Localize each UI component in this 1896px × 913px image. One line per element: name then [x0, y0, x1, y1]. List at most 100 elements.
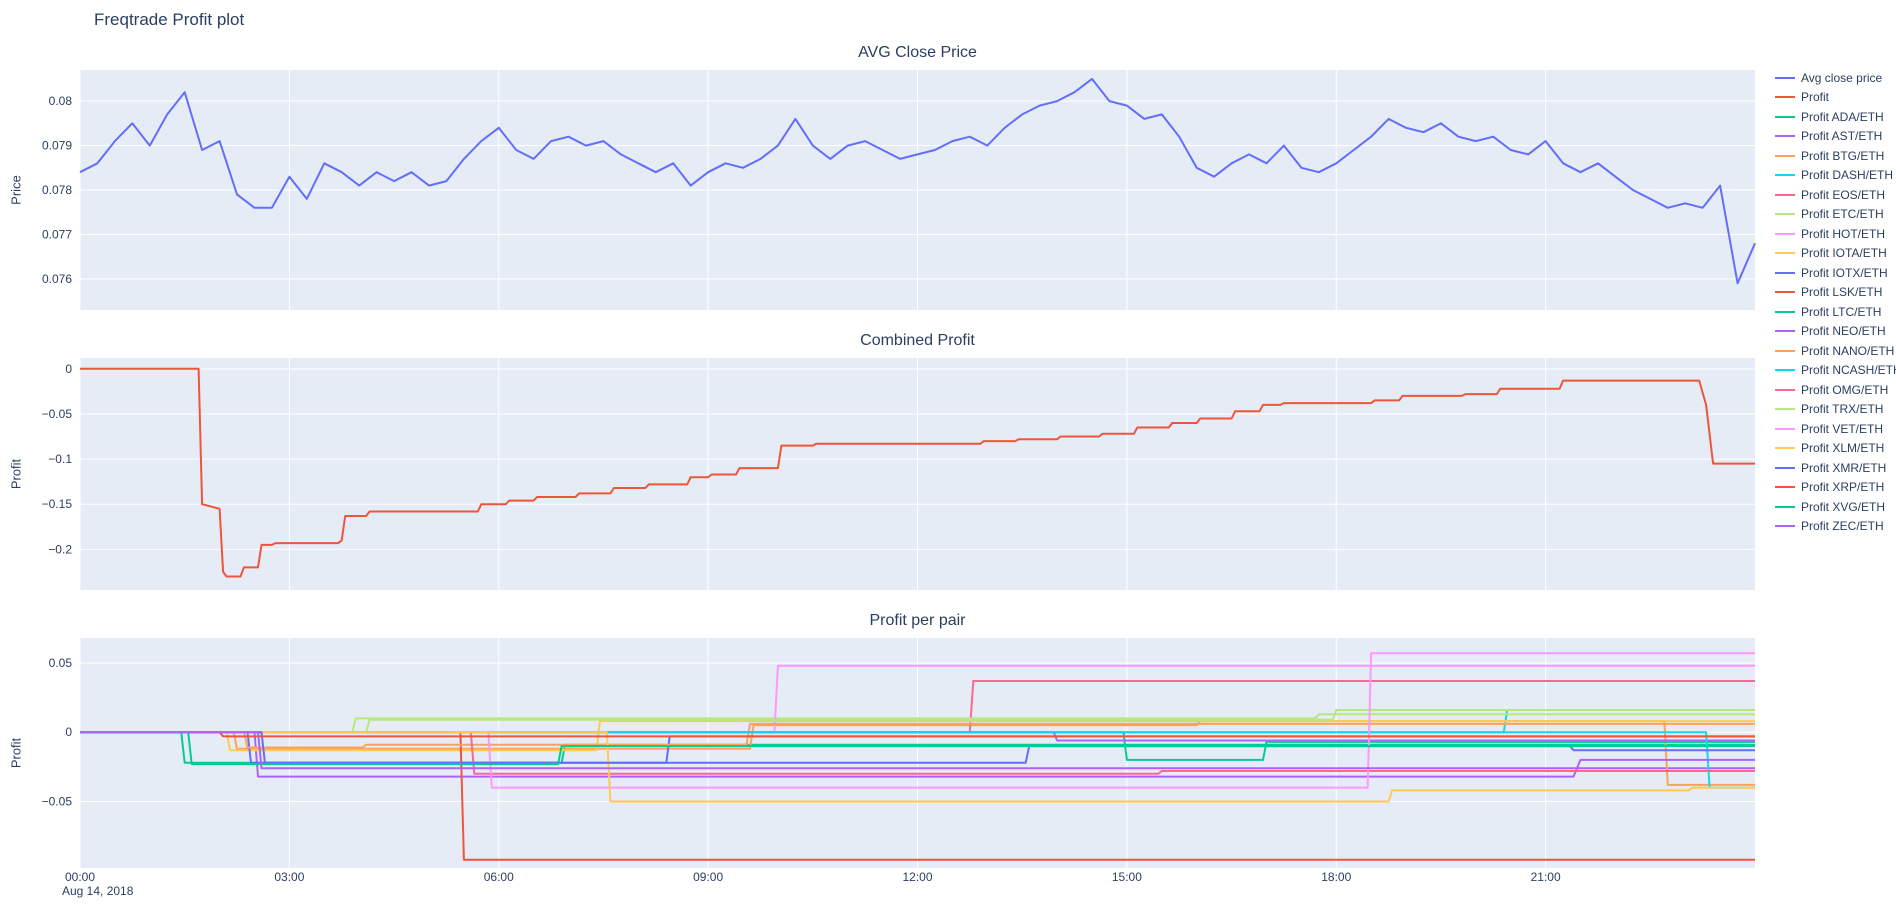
- legend-item-label: Profit LSK/ETH: [1801, 285, 1883, 300]
- legend-item-label: Profit ZEC/ETH: [1801, 519, 1884, 534]
- legend-item-label: Profit DASH/ETH: [1801, 168, 1894, 183]
- series-line-profit-nano-eth: [80, 722, 1755, 749]
- legend-item-avg-close-price[interactable]: Avg close price: [1775, 68, 1895, 88]
- y-tick-label: 0: [65, 725, 72, 739]
- legend-item-profit-neo-eth[interactable]: Profit NEO/ETH: [1775, 322, 1895, 342]
- legend-item-label: Profit LTC/ETH: [1801, 304, 1882, 319]
- legend-line-swatch: [1775, 154, 1795, 157]
- x-axis: 00:00 03:00 06:00 09:00 12:00 15:00 18:00 21:00…: [0, 868, 1770, 904]
- y-axis-title-price: Price: [8, 175, 24, 205]
- legend-item-label: Profit NANO/ETH: [1801, 343, 1895, 358]
- x-tick-label: 00:00: [65, 870, 95, 884]
- legend-item-label: Profit ETC/ETH: [1801, 207, 1884, 222]
- x-tick-label: 18:00: [1321, 870, 1351, 884]
- series-line-profit: [80, 367, 1755, 578]
- series-line-profit-zec-eth: [80, 731, 1755, 770]
- legend-item-label: Profit NEO/ETH: [1801, 324, 1886, 339]
- x-tick-label: 06:00: [484, 870, 514, 884]
- legend-item-profit-xmr-eth[interactable]: Profit XMR/ETH: [1775, 458, 1895, 478]
- legend-item-label: Profit VET/ETH: [1801, 421, 1884, 436]
- legend-line-swatch: [1775, 466, 1795, 469]
- y-tick-label: 0: [65, 362, 72, 376]
- legend-line-swatch: [1775, 252, 1795, 255]
- legend-item-label: Profit EOS/ETH: [1801, 187, 1886, 202]
- legend-item-profit-xvg-eth[interactable]: Profit XVG/ETH: [1775, 497, 1895, 517]
- subplot-combined-profit: Combined Profit Profit −0.2 −0.15 −0.1 −0.0…: [0, 328, 1770, 590]
- legend-item-label: Profit IOTX/ETH: [1801, 265, 1888, 280]
- legend-item-profit-trx-eth[interactable]: Profit TRX/ETH: [1775, 400, 1895, 420]
- legend-item-profit-xlm-eth[interactable]: Profit XLM/ETH: [1775, 439, 1895, 459]
- legend-item-profit-zec-eth[interactable]: Profit ZEC/ETH: [1775, 517, 1895, 537]
- y-tick-label: 0.079: [42, 139, 72, 153]
- legend-item-profit-ltc-eth[interactable]: Profit LTC/ETH: [1775, 302, 1895, 322]
- legend-item-label: Profit HOT/ETH: [1801, 226, 1886, 241]
- legend-line-swatch: [1775, 213, 1795, 216]
- legend-item-profit-ncash-eth[interactable]: Profit NCASH/ETH: [1775, 361, 1896, 381]
- subplot-title-profit-per-pair: Profit per pair: [869, 612, 966, 629]
- legend-item-profit-nano-eth[interactable]: Profit NANO/ETH: [1775, 341, 1895, 361]
- series-line-avg-close-price: [79, 77, 1756, 285]
- y-tick-label: 0.076: [42, 272, 72, 286]
- y-tick-label: 0.05: [49, 656, 73, 670]
- legend-item-label: Profit XVG/ETH: [1801, 499, 1886, 514]
- y-axis-title-profit-combined: Profit: [8, 458, 24, 490]
- legend-item-profit-iotx-eth[interactable]: Profit IOTX/ETH: [1775, 263, 1895, 283]
- series-line-profit-btg-eth: [80, 720, 1755, 786]
- plots-column: AVG Close Price Price 0.076 0.077 0.078 0.0…: [0, 40, 1770, 904]
- y-tick-label: −0.1: [48, 452, 72, 466]
- legend-line-swatch: [1775, 271, 1795, 274]
- x-tick-label: 12:00: [902, 870, 932, 884]
- legend-line-swatch: [1775, 369, 1795, 372]
- legend-item-label: Profit TRX/ETH: [1801, 402, 1884, 417]
- legend-item-profit-hot-eth[interactable]: Profit HOT/ETH: [1775, 224, 1895, 244]
- x-tick-label: 15:00: [1112, 870, 1142, 884]
- combined-profit-chart[interactable]: −0.2 −0.15 −0.1 −0.05 0: [0, 358, 1770, 590]
- legend-item-profit-ast-eth[interactable]: Profit AST/ETH: [1775, 127, 1895, 147]
- y-tick-label: −0.15: [42, 497, 73, 511]
- legend-item-label: Profit AST/ETH: [1801, 129, 1883, 144]
- legend-line-swatch: [1775, 349, 1795, 352]
- legend-item-profit-vet-eth[interactable]: Profit VET/ETH: [1775, 419, 1895, 439]
- x-tick-label: 21:00: [1531, 870, 1561, 884]
- legend-line-swatch: [1775, 232, 1795, 235]
- x-axis-date-label: Aug 14, 2018: [62, 884, 134, 898]
- legend-item-profit-xrp-eth[interactable]: Profit XRP/ETH: [1775, 478, 1895, 498]
- x-tick-label: 09:00: [693, 870, 723, 884]
- legend-item-profit-lsk-eth[interactable]: Profit LSK/ETH: [1775, 283, 1895, 303]
- legend-item-profit-iota-eth[interactable]: Profit IOTA/ETH: [1775, 244, 1895, 264]
- y-axis-title-profit-per-pair: Profit: [8, 737, 24, 769]
- x-axis-tick-labels: 00:00 03:00 06:00 09:00 12:00 15:00 18:00 21:00: [65, 870, 1561, 884]
- legend-line-swatch: [1775, 193, 1795, 196]
- legend-item-label: Avg close price: [1801, 70, 1883, 85]
- legend-item-label: Profit ADA/ETH: [1801, 109, 1884, 124]
- profit-per-pair-chart[interactable]: −0.05 0 0.05: [0, 638, 1770, 868]
- legend-line-swatch: [1775, 388, 1795, 391]
- legend-item-profit-etc-eth[interactable]: Profit ETC/ETH: [1775, 205, 1895, 225]
- legend-line-swatch: [1775, 115, 1795, 118]
- legend-item-profit-dash-eth[interactable]: Profit DASH/ETH: [1775, 166, 1895, 186]
- y-tick-label: 0.077: [42, 227, 72, 241]
- legend-line-swatch: [1775, 76, 1795, 79]
- legend-item-label: Profit XLM/ETH: [1801, 441, 1885, 456]
- avg-close-price-chart[interactable]: 0.076 0.077 0.078 0.079 0.08: [0, 70, 1770, 310]
- legend-line-swatch: [1775, 505, 1795, 508]
- legend-line-swatch: [1775, 310, 1795, 313]
- legend-item-profit-eos-eth[interactable]: Profit EOS/ETH: [1775, 185, 1895, 205]
- legend-item-profit-omg-eth[interactable]: Profit OMG/ETH: [1775, 380, 1895, 400]
- legend-line-swatch: [1775, 135, 1795, 138]
- legend-item-profit-btg-eth[interactable]: Profit BTG/ETH: [1775, 146, 1895, 166]
- y-tick-label: −0.05: [42, 407, 73, 421]
- legend-line-swatch: [1775, 291, 1795, 294]
- legend: Avg close price Profit Profit ADA/ETH Profi…: [1775, 68, 1896, 537]
- subplot-title-combined-profit: Combined Profit: [860, 332, 975, 349]
- subplot-profit-per-pair: Profit per pair Profit −0.05 0 0.05: [0, 608, 1770, 868]
- y-tick-label: −0.05: [42, 794, 73, 808]
- y-tick-label: 0.078: [42, 183, 72, 197]
- legend-item-label: Profit OMG/ETH: [1801, 382, 1889, 397]
- legend-line-swatch: [1775, 408, 1795, 411]
- y-tick-label: −0.2: [48, 542, 72, 556]
- legend-line-swatch: [1775, 96, 1795, 99]
- page-title: Freqtrade Profit plot: [94, 10, 245, 29]
- legend-item-profit-ada-eth[interactable]: Profit ADA/ETH: [1775, 107, 1895, 127]
- legend-item-profit[interactable]: Profit: [1775, 88, 1895, 108]
